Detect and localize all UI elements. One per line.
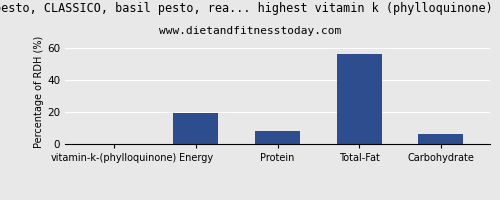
- Text: pesto, CLASSICO, basil pesto, rea... highest vitamin k (phylloquinone) p: pesto, CLASSICO, basil pesto, rea... hig…: [0, 2, 500, 15]
- Bar: [174, 113, 218, 144]
- Bar: [337, 54, 382, 144]
- Bar: [255, 131, 300, 144]
- Y-axis label: Percentage of RDH (%): Percentage of RDH (%): [34, 36, 44, 148]
- Bar: [418, 134, 464, 144]
- Text: www.dietandfitnesstoday.com: www.dietandfitnesstoday.com: [159, 26, 341, 36]
